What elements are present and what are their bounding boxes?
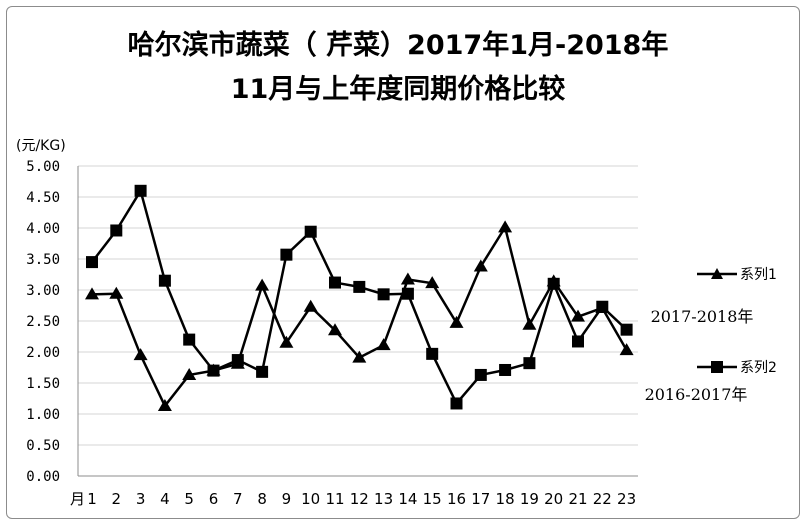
data-point — [547, 277, 560, 290]
data-point — [134, 184, 147, 197]
x-tick-label: 7 — [233, 490, 243, 508]
x-tick-label: 15 — [423, 490, 442, 508]
x-tick-label: 18 — [496, 490, 515, 508]
data-point — [256, 365, 269, 378]
x-tick-label: 1 — [87, 490, 97, 508]
y-tick-label: 3.50 — [26, 252, 60, 268]
data-point — [231, 354, 244, 367]
series-1-line — [91, 226, 628, 408]
data-point — [157, 398, 172, 411]
y-tick-label: 2.00 — [26, 345, 60, 361]
data-point — [303, 299, 318, 312]
chart-frame — [6, 6, 800, 519]
x-tick-label: 17 — [471, 490, 490, 508]
series-2-line — [91, 189, 628, 405]
series-2 — [86, 184, 633, 410]
y-tick-label: 1.50 — [26, 376, 60, 392]
data-point — [572, 335, 584, 348]
data-point — [328, 323, 342, 336]
legend-marker-triangle — [711, 268, 723, 279]
x-tick-label: 12 — [350, 490, 369, 508]
series-1-period-label: 2017-2018年 — [651, 307, 754, 326]
x-tick-label: 20 — [544, 490, 563, 508]
data-point — [158, 274, 171, 287]
y-tick-label: 4.00 — [26, 221, 60, 237]
data-point — [522, 317, 537, 330]
x-tick-label: 2 — [112, 490, 122, 508]
data-point — [426, 347, 439, 360]
legend-entry-series-2: 系列2 — [697, 360, 777, 376]
data-point — [329, 276, 341, 289]
data-point — [279, 335, 294, 348]
data-point — [280, 248, 293, 261]
x-tick-label: 5 — [184, 490, 194, 508]
data-point — [571, 309, 585, 322]
data-point — [304, 225, 317, 238]
data-point — [109, 286, 124, 299]
data-point — [619, 343, 634, 356]
data-point — [400, 272, 415, 285]
data-point — [474, 368, 487, 381]
data-point — [110, 224, 123, 237]
x-tick-label: 19 — [520, 490, 539, 508]
chart-title-line1: 哈尔滨市蔬菜（ 芹菜）2017年1月-2018年 — [128, 29, 669, 61]
y-tick-label: 5.00 — [26, 159, 60, 175]
x-tick-label: 10 — [301, 490, 320, 508]
x-tick-label: 16 — [447, 490, 466, 508]
data-point — [133, 348, 148, 361]
x-tick-label: 4 — [160, 490, 170, 508]
data-point — [352, 350, 367, 363]
y-tick-label: 3.00 — [26, 283, 60, 299]
x-tick-label: 23 — [617, 490, 636, 508]
data-point — [523, 357, 536, 370]
data-point — [450, 397, 463, 410]
x-axis-month-prefix: 月 — [70, 490, 85, 508]
series-2-period-label: 2016-2017年 — [645, 385, 748, 404]
y-tick-label: 0.00 — [26, 469, 60, 485]
chart-title-line2: 11月与上年度同期价格比较 — [231, 73, 566, 105]
x-tick-label: 8 — [257, 490, 267, 508]
data-point — [401, 287, 414, 300]
legend-marker-square — [711, 361, 723, 373]
x-tick-label: 22 — [593, 490, 612, 508]
data-point — [498, 220, 513, 233]
legend-entry-series-1: 系列1 — [697, 267, 777, 283]
x-tick-label: 11 — [325, 490, 344, 508]
x-tick-label: 13 — [374, 490, 393, 508]
data-point — [183, 333, 196, 346]
y-axis-unit: (元/KG) — [16, 138, 66, 154]
data-point — [425, 276, 440, 289]
data-point — [499, 363, 512, 376]
x-tick-label: 14 — [398, 490, 417, 508]
data-point — [473, 259, 488, 272]
data-point — [86, 256, 98, 269]
series-1 — [85, 220, 634, 411]
y-tick-label: 2.50 — [26, 314, 60, 330]
gridlines — [77, 165, 638, 477]
data-point — [182, 367, 197, 380]
data-point — [376, 338, 391, 351]
x-tick-label: 3 — [136, 490, 146, 508]
x-tick-label: 21 — [568, 490, 587, 508]
y-tick-label: 4.50 — [26, 190, 60, 206]
x-tick-label: 6 — [209, 490, 219, 508]
data-point — [353, 280, 366, 293]
data-point — [85, 287, 99, 300]
x-tick-label: 9 — [282, 490, 292, 508]
data-point — [449, 315, 464, 328]
legend-label-series-1: 系列1 — [740, 267, 777, 283]
data-point — [255, 278, 270, 291]
data-point — [620, 323, 633, 336]
y-tick-labels: 0.00 0.50 1.00 1.50 2.00 2.50 3.00 3.50 4.00 4.50… — [26, 159, 60, 485]
y-tick-label: 1.00 — [26, 407, 60, 423]
y-tick-label: 0.50 — [26, 438, 60, 454]
x-tick-labels: 1 2 3 4 5 6 7 8 9 10 11 12 13 14 15 16 17 18 19 20 21 22 23月 — [70, 490, 636, 508]
data-point — [207, 364, 220, 377]
series-lines — [85, 184, 634, 411]
legend-label-series-2: 系列2 — [740, 360, 777, 376]
data-point — [596, 300, 609, 313]
data-point — [377, 288, 390, 301]
